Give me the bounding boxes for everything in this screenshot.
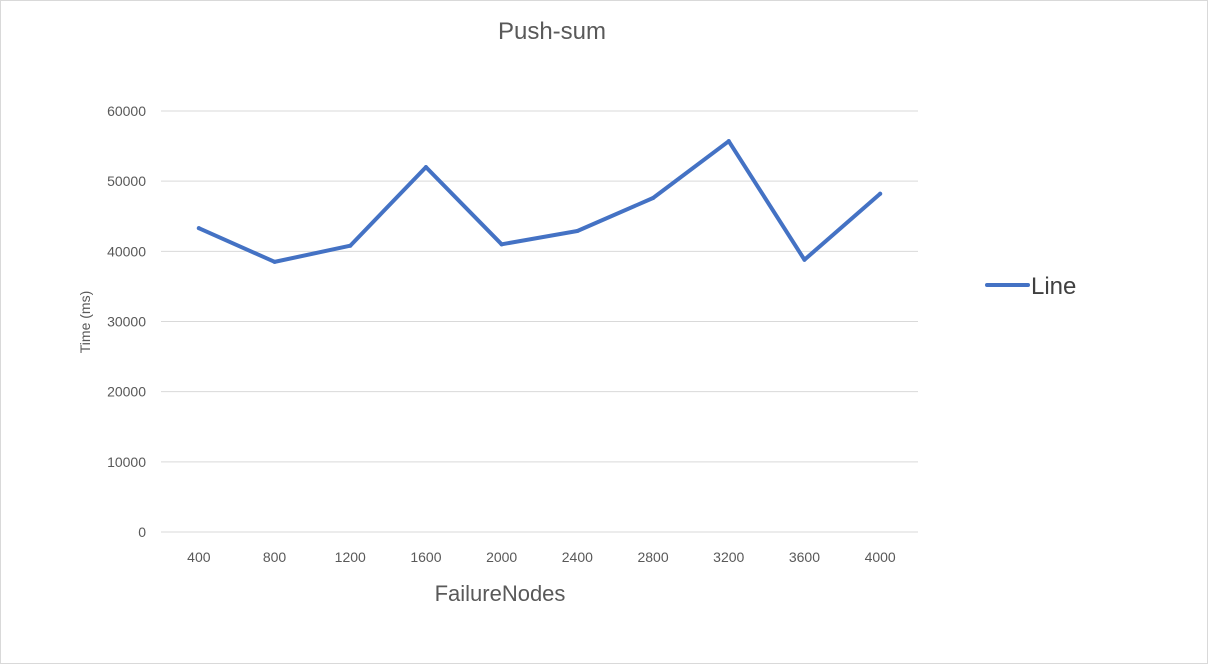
- data-point-4000: [878, 192, 882, 196]
- x-tick-label: 2000: [486, 549, 517, 565]
- y-tick-label: 0: [138, 524, 146, 540]
- x-tick-label: 1600: [410, 549, 441, 565]
- data-point-400: [197, 226, 201, 230]
- data-point-2000: [500, 242, 504, 246]
- x-axis-tick-labels: 400 800 1200 1600 2000 2400 2800 3200 3600 4000: [187, 549, 896, 565]
- data-point-3200: [727, 139, 731, 143]
- x-tick-label: 800: [263, 549, 287, 565]
- gridlines: [161, 111, 918, 532]
- legend-label-line: Line: [1031, 273, 1076, 300]
- data-point-800: [273, 260, 277, 264]
- x-tick-label: 1200: [335, 549, 366, 565]
- x-tick-label: 2400: [562, 549, 593, 565]
- data-point-2800: [651, 196, 655, 200]
- data-point-1200: [348, 244, 352, 248]
- y-tick-label: 30000: [107, 314, 146, 330]
- x-tick-label: 2800: [637, 549, 668, 565]
- x-tick-label: 4000: [865, 549, 896, 565]
- x-tick-label: 3600: [789, 549, 820, 565]
- y-tick-label: 40000: [107, 243, 146, 259]
- chart-title: Push-sum: [498, 18, 606, 45]
- y-tick-label: 50000: [107, 173, 146, 189]
- data-point-1600: [424, 165, 428, 169]
- data-point-2400: [575, 229, 579, 233]
- x-tick-label: 3200: [713, 549, 744, 565]
- y-tick-label: 20000: [107, 384, 146, 400]
- series-lines: [197, 139, 882, 264]
- series-line-line: [199, 141, 880, 262]
- y-tick-label: 60000: [107, 103, 146, 119]
- y-axis-title: Time (ms): [77, 291, 93, 353]
- data-point-3600: [802, 258, 806, 262]
- y-tick-label: 10000: [107, 454, 146, 470]
- y-axis-tick-labels: 0 10000 20000 30000 40000 50000 60000: [107, 103, 146, 540]
- legend: Line: [987, 273, 1076, 300]
- x-tick-label: 400: [187, 549, 211, 565]
- x-axis-title: FailureNodes: [435, 581, 566, 606]
